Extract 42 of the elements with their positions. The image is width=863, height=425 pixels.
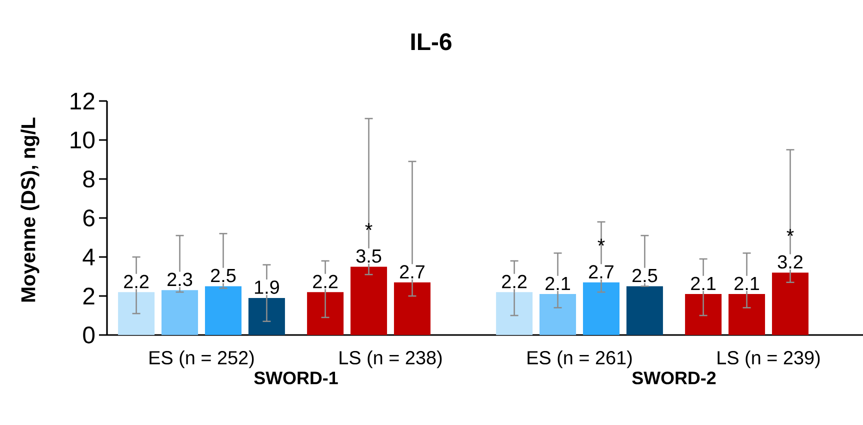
x-tick-label: LS (n = 238) [340, 350, 442, 368]
data-label: 3.5 [356, 249, 382, 263]
x-tick-label: ES (n = 261) [528, 350, 632, 368]
x-tick-label: ES (n = 252) [150, 350, 254, 368]
bar [728, 294, 766, 335]
data-label: 2.5 [632, 268, 658, 282]
y-tick-label: 4 [82, 248, 95, 266]
data-label: 2.2 [502, 274, 527, 288]
bar [772, 272, 808, 335]
data-label: 2.2 [124, 274, 149, 288]
data-label: 2.5 [211, 268, 236, 282]
bar [204, 286, 242, 335]
y-tick-label: 0 [83, 326, 95, 344]
data-label: 2.1 [546, 276, 570, 290]
y-tick-label: 8 [83, 170, 94, 188]
bar [350, 266, 388, 335]
annotation: * [598, 238, 605, 246]
bar [162, 290, 198, 335]
data-label: 2.1 [691, 276, 716, 290]
y-tick-label: 2 [83, 288, 94, 304]
data-label: 2.1 [734, 276, 759, 290]
bar [582, 282, 620, 335]
bar [394, 282, 430, 335]
bar [626, 286, 663, 335]
y-tick-label: 12 [70, 92, 94, 110]
bar [118, 292, 155, 335]
chart-title: IL-6 [411, 33, 452, 50]
data-label: 2.2 [313, 274, 338, 288]
y-axis-title: Moyenne (DS), ng/L [20, 118, 40, 302]
x-tick-label: LS (n = 239) [718, 350, 820, 368]
y-tick-label: 10 [70, 132, 95, 148]
data-label: 2.3 [168, 272, 192, 286]
text: SWORD-2 [632, 372, 716, 384]
bar [540, 294, 576, 335]
annotation: * [365, 223, 372, 230]
data-label: 2.7 [589, 265, 614, 278]
y-tick-label: 6 [83, 210, 94, 226]
data-label: 2.7 [400, 265, 424, 278]
data-label: 3.2 [778, 255, 802, 269]
text: SWORD-1 [254, 372, 338, 384]
annotation: * [786, 228, 794, 236]
data-label: 1.9 [254, 280, 279, 294]
